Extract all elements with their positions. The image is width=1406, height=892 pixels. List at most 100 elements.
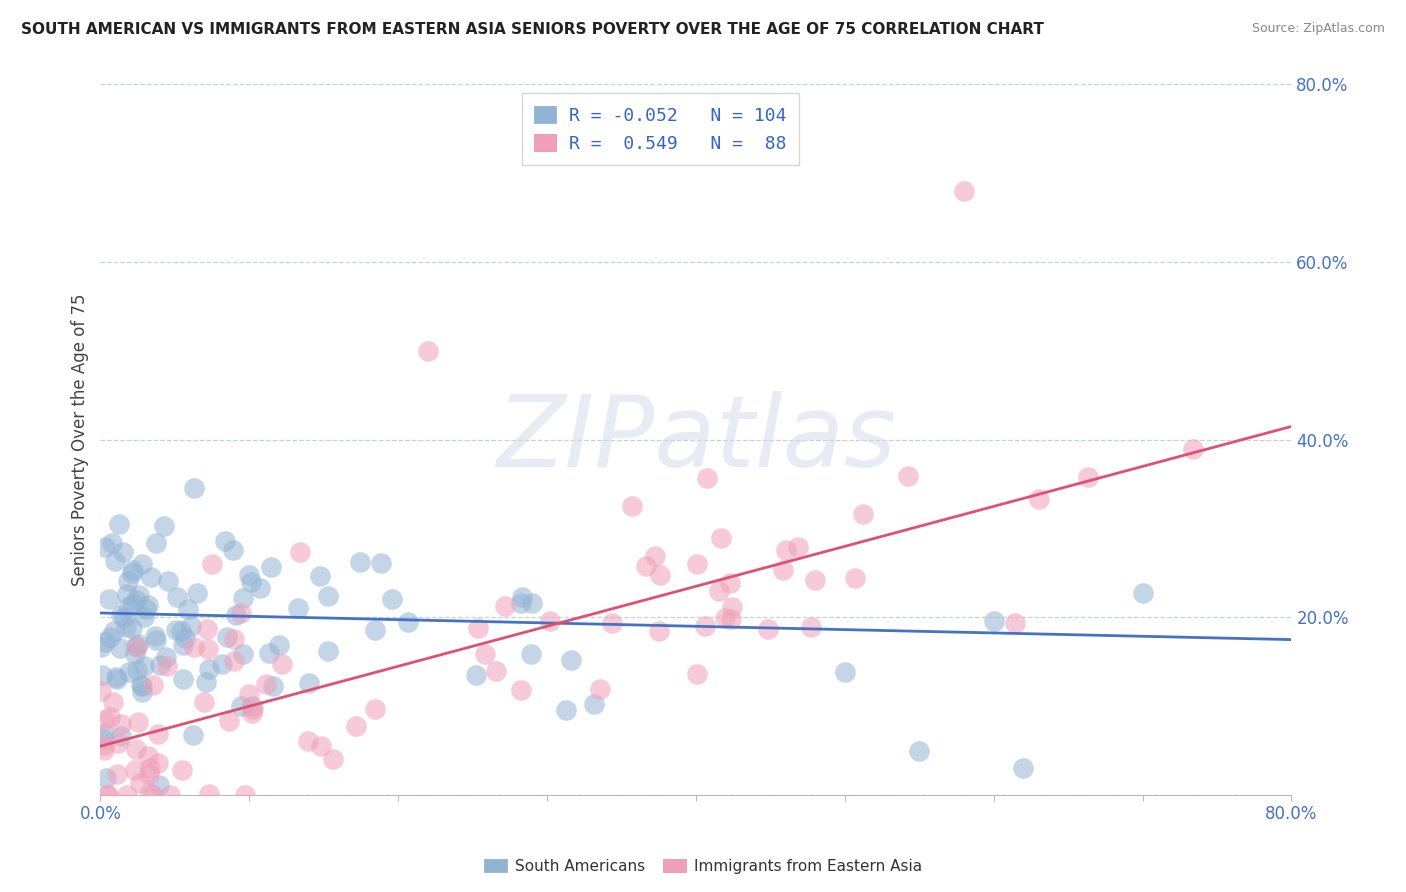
Point [1132, 586, 1154, 600]
Point [316, 644, 339, 658]
Point [112, 611, 135, 625]
Point [242, 702, 264, 716]
Point [555, 702, 578, 716]
Point [297, 734, 319, 748]
Point [125, 640, 148, 654]
Point [108, 640, 131, 655]
Point [620, 499, 643, 513]
Point [803, 574, 825, 588]
Point [146, 756, 169, 770]
Point [214, 534, 236, 549]
Point [183, 481, 205, 495]
Text: ZIPatlas: ZIPatlas [496, 392, 896, 488]
Point [756, 622, 779, 636]
Point [217, 630, 239, 644]
Point [139, 569, 162, 583]
Point [644, 549, 666, 563]
Point [538, 615, 561, 629]
Point [193, 695, 215, 709]
Point [110, 729, 132, 743]
Point [262, 679, 284, 693]
Point [131, 680, 153, 694]
Point [721, 599, 744, 614]
Point [129, 678, 152, 692]
Point [128, 588, 150, 602]
Point [156, 658, 179, 673]
Point [983, 615, 1005, 629]
Point [200, 557, 222, 571]
Point [117, 574, 139, 589]
Point [139, 761, 162, 775]
Point [634, 559, 657, 574]
Point [231, 699, 253, 714]
Point [1028, 491, 1050, 506]
Y-axis label: Seniors Poverty Over the Age of 75: Seniors Poverty Over the Age of 75 [72, 293, 89, 586]
Point [696, 470, 718, 484]
Point [111, 545, 134, 559]
Point [122, 563, 145, 577]
Point [139, 786, 162, 800]
Point [136, 748, 159, 763]
Legend: South Americans, Immigrants from Eastern Asia: South Americans, Immigrants from Eastern… [478, 853, 928, 880]
Point [94, 635, 117, 649]
Point [117, 587, 139, 601]
Point [131, 558, 153, 572]
Point [104, 670, 127, 684]
Point [155, 650, 177, 665]
Point [143, 629, 166, 643]
Point [718, 575, 741, 590]
Point [589, 681, 612, 696]
Point [953, 184, 976, 198]
Point [509, 683, 531, 698]
Point [257, 646, 280, 660]
Point [98, 630, 121, 644]
Point [124, 763, 146, 777]
Point [211, 657, 233, 671]
Point [91, 732, 114, 747]
Point [181, 728, 204, 742]
Point [270, 657, 292, 671]
Point [1012, 761, 1035, 775]
Point [172, 672, 194, 686]
Point [153, 519, 176, 533]
Point [364, 702, 387, 716]
Point [125, 742, 148, 756]
Point [308, 569, 330, 583]
Point [145, 536, 167, 550]
Point [844, 571, 866, 585]
Point [232, 648, 254, 662]
Point [249, 581, 271, 595]
Point [124, 648, 146, 662]
Point [110, 717, 132, 731]
Point [648, 568, 671, 582]
Point [125, 639, 148, 653]
Point [115, 788, 138, 802]
Point [96, 788, 118, 802]
Point [94, 771, 117, 785]
Point [197, 622, 219, 636]
Point [787, 540, 810, 554]
Point [240, 706, 263, 721]
Point [195, 675, 218, 690]
Point [136, 599, 159, 613]
Point [381, 591, 404, 606]
Point [775, 542, 797, 557]
Point [344, 719, 367, 733]
Point [583, 697, 606, 711]
Point [186, 585, 208, 599]
Point [159, 788, 181, 802]
Point [287, 601, 309, 615]
Point [134, 658, 156, 673]
Point [254, 677, 277, 691]
Point [218, 714, 240, 728]
Point [800, 620, 823, 634]
Point [686, 666, 709, 681]
Point [103, 624, 125, 638]
Point [157, 574, 180, 588]
Point [93, 738, 115, 752]
Point [772, 563, 794, 577]
Point [176, 602, 198, 616]
Point [129, 776, 152, 790]
Point [908, 744, 931, 758]
Point [322, 752, 344, 766]
